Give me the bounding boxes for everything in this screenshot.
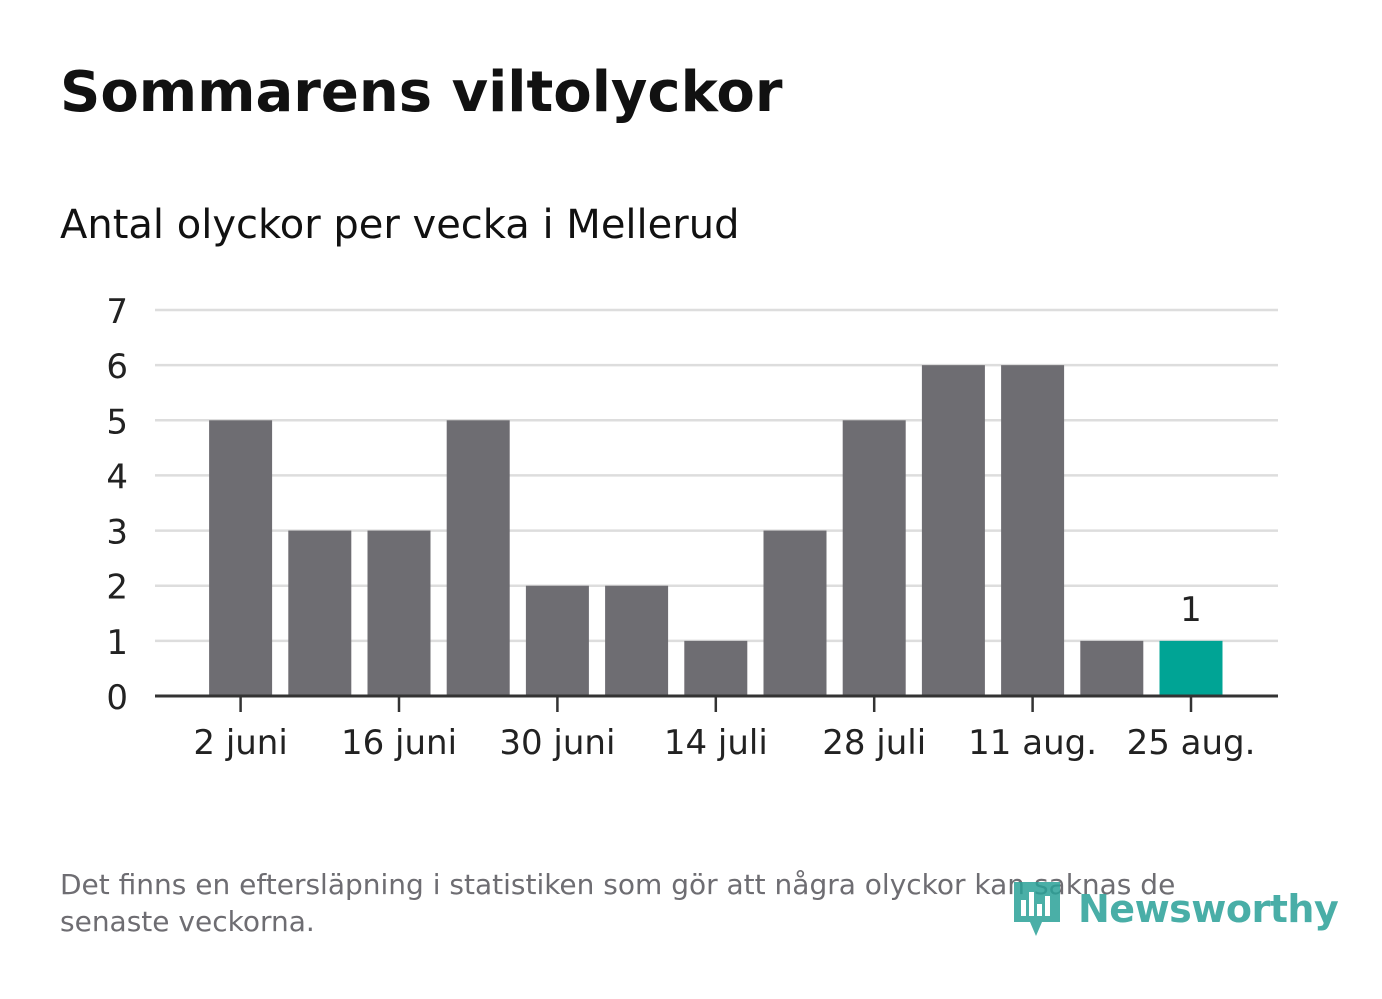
bar: [842, 420, 906, 696]
x-tick-label: 14 juli: [664, 723, 768, 763]
bar-highlight: [1159, 640, 1223, 696]
x-tick-label: 28 juli: [822, 723, 926, 763]
bar: [209, 420, 273, 696]
chart-title: Sommarens viltolyckor: [60, 60, 783, 125]
x-tick-label: 30 juni: [499, 723, 615, 763]
bar: [1080, 640, 1144, 696]
chart-subtitle: Antal olyckor per vecka i Mellerud: [60, 202, 740, 248]
y-tick-label: 0: [106, 678, 128, 718]
y-tick-label: 6: [106, 347, 128, 387]
x-tick-label: 25 aug.: [1127, 723, 1256, 763]
y-tick-label: 7: [106, 292, 128, 332]
bar: [684, 640, 748, 696]
newsworthy-logo: Newsworthy: [1010, 878, 1339, 940]
x-tick-label: 16 juni: [341, 723, 457, 763]
bar-chart: 0 1 2 3 4 5 6 7 1 2 juni 16 juni 30 juni 14 juli 28 j…: [106, 292, 1278, 763]
y-tick-label: 1: [106, 623, 128, 663]
bar: [288, 530, 352, 696]
data-label: 1: [1180, 590, 1202, 630]
footnote-line-2: senaste veckorna.: [60, 905, 315, 938]
bar: [921, 365, 985, 696]
footnote: Det finns en eftersläpning i statistiken…: [60, 866, 1320, 940]
x-tick-label: 2 juni: [193, 723, 287, 763]
bar-chart-pin-icon: [1014, 882, 1060, 936]
bar: [1001, 365, 1065, 696]
bar: [525, 585, 589, 696]
bar: [763, 530, 827, 696]
y-tick-label: 3: [106, 513, 128, 553]
y-tick-label: 2: [106, 568, 128, 608]
logo-text: Newsworthy: [1078, 887, 1339, 931]
bar: [446, 420, 510, 696]
bar: [605, 585, 669, 696]
y-tick-label: 4: [106, 457, 128, 497]
footnote-line-1: Det finns en eftersläpning i statistiken…: [60, 868, 1176, 901]
x-tick-label: 11 aug.: [968, 723, 1097, 763]
y-tick-label: 5: [106, 402, 128, 442]
bar: [367, 530, 431, 696]
